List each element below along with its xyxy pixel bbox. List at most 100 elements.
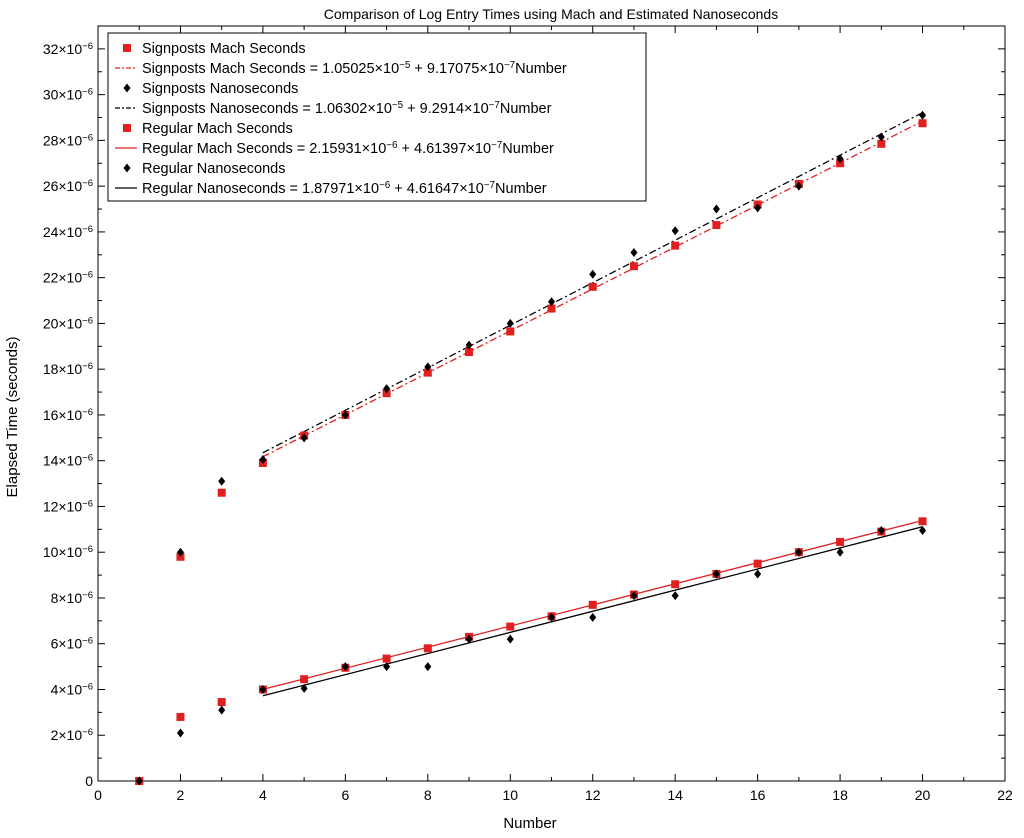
legend-marker	[123, 44, 131, 52]
legend-box	[107, 32, 647, 202]
y-tick-label: 16×10−6	[43, 406, 93, 423]
data-point	[877, 139, 886, 148]
y-axis-label: Elapsed Time (seconds)	[4, 337, 21, 498]
data-point	[630, 248, 638, 257]
data-point	[424, 662, 432, 672]
data-point	[383, 662, 391, 672]
legend-label: Signposts Nanoseconds = 1.06302×10−5 + 9…	[142, 100, 552, 118]
chart-title: Comparison of Log Entry Times using Mach…	[324, 6, 778, 22]
x-tick-label: 12	[585, 787, 601, 803]
y-tick-label: 26×10−6	[43, 178, 93, 195]
x-tick-label: 4	[259, 787, 267, 803]
data-point	[506, 634, 514, 644]
data-point	[589, 612, 597, 622]
data-point	[465, 348, 474, 357]
x-tick-label: 2	[177, 787, 185, 803]
data-point	[506, 327, 515, 336]
fit-line	[262, 526, 923, 697]
data-point	[135, 776, 143, 786]
fit-line	[262, 112, 923, 454]
data-point	[589, 269, 597, 279]
x-tick-label: 6	[341, 787, 349, 803]
data-point	[795, 181, 803, 191]
data-point	[919, 525, 927, 535]
data-point	[506, 318, 514, 328]
data-point	[341, 410, 349, 420]
data-point	[919, 110, 927, 120]
x-tick-label: 20	[915, 787, 931, 803]
legend-label: Signposts Nanoseconds	[142, 81, 298, 97]
data-point	[383, 384, 391, 394]
y-tick-label: 28×10−6	[43, 132, 93, 149]
x-tick-label: 18	[832, 787, 848, 803]
data-point	[836, 547, 844, 557]
legend-label: Regular Mach Seconds = 2.15931×10−6 + 4.…	[142, 140, 554, 158]
data-point	[836, 159, 845, 168]
data-point	[671, 591, 679, 601]
x-tick-label: 16	[750, 787, 766, 803]
y-tick-label: 20×10−6	[43, 315, 93, 332]
y-tick-label: 8×10−6	[51, 589, 93, 606]
data-point	[588, 600, 597, 609]
x-tick-label: 14	[667, 787, 683, 803]
legend-label: Regular Nanoseconds = 1.87971×10−6 + 4.6…	[142, 180, 547, 198]
data-point	[218, 705, 226, 715]
data-point	[176, 728, 184, 738]
data-point	[629, 262, 638, 271]
data-point	[712, 221, 721, 230]
x-tick-label: 10	[502, 787, 518, 803]
legend-marker	[123, 124, 131, 132]
legend-marker	[123, 163, 131, 173]
y-tick-label: 22×10−6	[43, 269, 93, 286]
data-point	[300, 675, 309, 684]
data-point	[341, 662, 349, 672]
data-point	[465, 340, 473, 350]
data-point	[836, 537, 845, 546]
data-point	[836, 154, 844, 164]
legend-label: Signposts Mach Seconds	[142, 41, 306, 57]
data-point	[548, 297, 555, 307]
data-point	[217, 488, 226, 497]
data-point	[547, 304, 556, 313]
data-point	[918, 517, 927, 526]
y-tick-label: 30×10−6	[43, 86, 93, 103]
data-point	[217, 698, 226, 707]
data-point	[877, 132, 885, 142]
data-point	[671, 226, 679, 236]
data-point	[506, 622, 515, 631]
data-point	[259, 455, 267, 465]
data-point	[300, 683, 308, 693]
data-point	[795, 547, 803, 557]
y-tick-label: 10×10−6	[43, 544, 93, 561]
data-point	[465, 634, 473, 644]
data-point	[300, 433, 308, 443]
data-point	[176, 712, 185, 721]
data-point	[754, 569, 762, 579]
y-tick-label: 14×10−6	[43, 452, 93, 469]
data-point	[259, 684, 267, 694]
data-point	[176, 547, 184, 557]
data-point	[424, 362, 432, 372]
data-point	[423, 368, 432, 377]
data-point	[877, 525, 885, 535]
y-tick-label: 6×10−6	[51, 635, 93, 652]
data-point	[754, 203, 762, 213]
y-tick-label: 12×10−6	[43, 498, 93, 515]
x-tick-label: 0	[94, 787, 102, 803]
data-point	[671, 241, 680, 250]
x-tick-label: 8	[424, 787, 432, 803]
data-point	[712, 204, 720, 214]
data-point	[630, 591, 638, 601]
y-tick-label: 0	[85, 773, 93, 789]
y-tick-label: 24×10−6	[43, 223, 93, 240]
y-tick-label: 2×10−6	[51, 727, 93, 744]
x-axis-label: Number	[503, 815, 556, 832]
legend-marker	[123, 83, 131, 93]
legend-label: Regular Nanoseconds	[142, 161, 285, 177]
data-point	[753, 559, 762, 568]
data-point	[218, 476, 226, 486]
data-point	[548, 612, 555, 622]
data-point	[176, 552, 185, 561]
data-point	[423, 644, 432, 653]
